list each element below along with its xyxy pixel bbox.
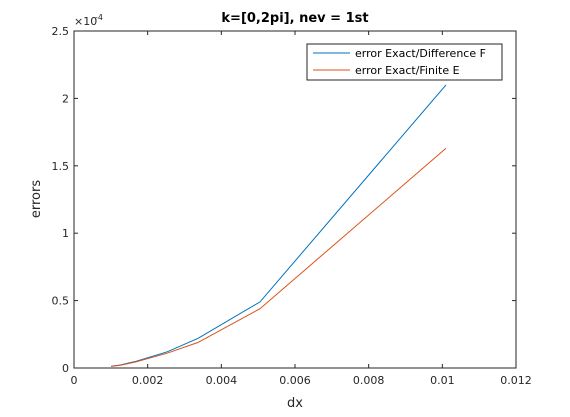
legend: error Exact/Difference F error Exact/Fin… (306, 43, 503, 81)
y-axis-ticks: 0 0.5 1 1.5 2 2.5 (52, 25, 516, 375)
plot-area (73, 30, 517, 369)
y-tick-label: 2 (62, 92, 69, 105)
y-exponent-power: -4 (95, 13, 103, 22)
y-exponent-base: ×10 (74, 15, 97, 28)
y-tick-label: 0 (62, 362, 69, 375)
y-tick-label: 2.5 (52, 25, 70, 38)
x-tick-label: 0.012 (500, 374, 532, 387)
y-tick-label: 1.5 (52, 160, 70, 173)
x-tick-label: 0.008 (353, 374, 385, 387)
x-axis-ticks: 0 0.002 0.004 0.006 0.008 0.01 0.012 (71, 31, 532, 387)
legend-label-difference: error Exact/Difference F (355, 47, 486, 60)
x-tick-label: 0.01 (430, 374, 455, 387)
series-layer (111, 84, 447, 367)
y-axis-label: errors (29, 180, 44, 218)
legend-box (306, 43, 503, 81)
x-tick-label: 0 (71, 374, 78, 387)
x-tick-label: 0.004 (206, 374, 238, 387)
x-tick-label: 0.006 (279, 374, 311, 387)
y-tick-label: 0.5 (52, 295, 70, 308)
y-tick-label: 1 (62, 227, 69, 240)
legend-label-finite: error Exact/Finite E (355, 64, 460, 77)
series-line-finite (111, 147, 447, 367)
x-axis-label: dx (287, 396, 303, 411)
x-tick-label: 0.002 (132, 374, 164, 387)
chart-title: k=[0,2pi], nev = 1st (221, 11, 368, 26)
